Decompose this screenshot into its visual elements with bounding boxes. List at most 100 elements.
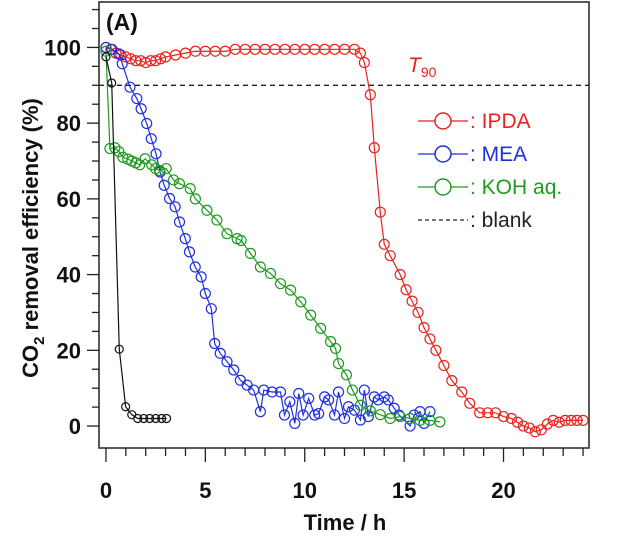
data-point [266, 386, 278, 398]
legend-item: : IPDA [418, 110, 531, 133]
data-point [547, 414, 559, 426]
axis-ticks: 0 20 40 60 80 100 0 5 10 15 20 [44, 8, 584, 503]
y-axis-title-sub: 2 [31, 337, 48, 345]
data-point [346, 384, 359, 396]
data-point [400, 284, 412, 296]
data-point [211, 214, 223, 226]
data-point [145, 133, 157, 145]
data-point [221, 228, 233, 240]
data-point [120, 51, 132, 63]
data-point [150, 148, 162, 160]
data-point [303, 392, 315, 405]
data-point [348, 43, 361, 55]
series-0 [100, 41, 589, 438]
y-axis-title: CO2 removal efficiency (%) [18, 98, 48, 378]
data-point [161, 413, 172, 424]
t90-label: T90 [408, 54, 437, 80]
data-point [571, 414, 583, 426]
data-point [313, 407, 325, 420]
x-tick-label: 0 [100, 478, 112, 503]
data-point [497, 410, 510, 423]
data-point [221, 356, 233, 368]
data-point [205, 303, 217, 315]
data-point [228, 364, 240, 376]
legend-item: : KOH aq. [418, 176, 562, 199]
series-3 [101, 52, 172, 424]
data-point [114, 344, 124, 354]
data-point [364, 405, 376, 417]
legend-label: : IPDA [470, 110, 531, 133]
data-point [158, 179, 170, 191]
data-point [189, 193, 202, 205]
t90-label-sub: 90 [421, 64, 437, 80]
data-point [131, 92, 143, 105]
legend-label: : blank [470, 209, 532, 232]
data-point [258, 384, 270, 396]
data-point [342, 401, 355, 413]
legend: : IPDA : MEA : KOH aq. : blank [418, 110, 562, 232]
data-point [332, 357, 345, 370]
data-point [362, 410, 374, 423]
series-1 [100, 41, 436, 432]
data-point [535, 424, 547, 436]
data-point [295, 296, 307, 308]
data-point [354, 47, 366, 59]
data-point [482, 407, 494, 419]
y-tick-label: 100 [44, 35, 81, 60]
legend-label: : MEA [470, 143, 527, 166]
data-point [199, 287, 211, 300]
data-point [315, 322, 327, 334]
data-point [157, 413, 167, 424]
data-point [529, 426, 541, 438]
data-point [154, 164, 166, 177]
data-point [523, 422, 535, 434]
data-point [406, 295, 418, 307]
data-point [412, 306, 424, 319]
data-point [183, 246, 196, 258]
legend-marker [434, 145, 452, 163]
data-point [332, 386, 345, 398]
data-point [173, 178, 186, 190]
data-point [254, 261, 267, 273]
data-point [160, 162, 172, 175]
t90-label-main: T [408, 54, 423, 77]
data-point [378, 238, 390, 250]
data-point [404, 420, 416, 432]
data-point [244, 247, 257, 259]
data-point [167, 174, 180, 186]
data-point [364, 89, 376, 101]
data-point [179, 233, 191, 245]
data-point [146, 159, 158, 171]
data-point [446, 375, 458, 387]
data-point [141, 117, 153, 130]
data-point [418, 322, 430, 334]
data-point [169, 201, 181, 213]
panel-label: (A) [106, 9, 138, 35]
data-point [511, 416, 524, 428]
data-point [517, 420, 530, 432]
legend-marker [434, 112, 452, 130]
data-point [133, 413, 143, 424]
data-point [322, 394, 335, 406]
x-tick-label: 10 [292, 478, 316, 503]
data-point [274, 278, 287, 290]
x-tick-label: 20 [491, 478, 515, 503]
data-point [264, 267, 277, 280]
data-point [254, 406, 267, 418]
data-point [382, 394, 394, 406]
data-point [100, 45, 112, 57]
data-point [374, 206, 386, 218]
legend-label: : KOH aq. [470, 176, 562, 199]
series-group [100, 41, 589, 438]
data-point [553, 416, 565, 428]
data-point [201, 204, 213, 216]
data-point [358, 384, 370, 396]
data-point [278, 409, 291, 421]
data-point [368, 142, 380, 154]
y-tick-label: 40 [57, 263, 81, 288]
data-point [209, 337, 221, 350]
y-axis-title-rest: removal efficiency (%) [18, 98, 43, 336]
data-point [285, 284, 297, 296]
x-tick-label: 5 [199, 478, 211, 503]
